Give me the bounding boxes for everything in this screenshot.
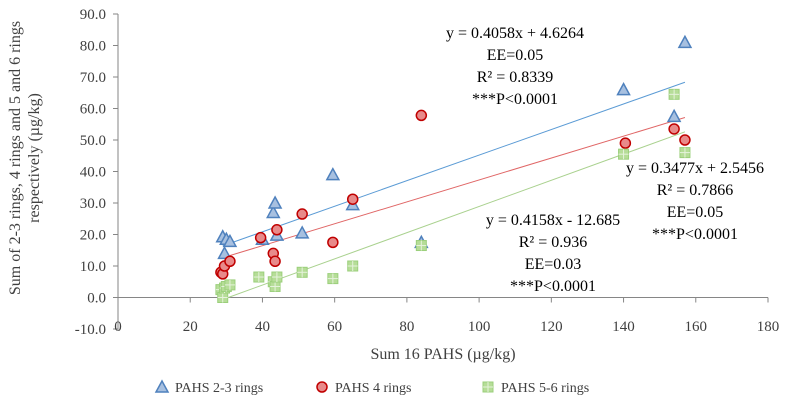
regression-annotation: ***P<0.0001 xyxy=(472,91,558,108)
data-point-square xyxy=(253,271,265,283)
legend-marker-circle xyxy=(316,381,328,393)
regression-annotation: R² = 0.8339 xyxy=(477,69,554,86)
y-tick-label: -10.0 xyxy=(75,322,106,338)
data-point-circle xyxy=(269,255,281,268)
data-point-triangle xyxy=(266,204,281,219)
regression-annotation: EE=0.05 xyxy=(487,47,544,64)
legend-label: PAHS 2-3 rings xyxy=(175,381,263,396)
y-tick-label: 60.0 xyxy=(80,102,106,118)
data-point-circle xyxy=(296,208,308,220)
legend-label: PAHS 4 rings xyxy=(335,381,412,396)
y-axis-label-line-2: respectively (µg/kg) xyxy=(26,93,43,223)
data-point-triangle xyxy=(294,225,310,239)
regression-annotation: ***P<0.0001 xyxy=(510,278,596,295)
data-point-square xyxy=(347,260,359,272)
legend: PAHS 2-3 rings PAHS 4 rings PAHS 5-6 rings xyxy=(154,379,589,396)
y-axis-label-line-1: Sum of 2-3 rings, 4 rings and 5 and 6 ri… xyxy=(7,21,24,295)
data-point-triangle xyxy=(222,233,238,248)
data-point-square xyxy=(668,88,680,100)
data-point-circle xyxy=(415,109,428,122)
regression-annotation: y = 0.4158x - 12.685 xyxy=(486,212,620,229)
x-tick-label: 100 xyxy=(468,319,491,335)
data-point-circle xyxy=(679,134,691,146)
data-points xyxy=(215,34,693,303)
y-tick-label: 30.0 xyxy=(80,196,106,212)
data-point-circle xyxy=(254,231,267,244)
y-tick-label: 10.0 xyxy=(80,259,106,275)
data-point-circle xyxy=(619,137,632,149)
y-tick-label: 0.0 xyxy=(87,291,106,307)
legend-marker-triangle xyxy=(154,379,170,393)
data-point-triangle xyxy=(666,108,682,123)
data-point-square xyxy=(327,273,339,285)
x-tick-label: 120 xyxy=(540,319,563,335)
legend-label: PAHS 5-6 rings xyxy=(501,381,589,396)
data-point-square xyxy=(269,280,281,292)
data-point-circle xyxy=(271,224,283,236)
data-point-square xyxy=(618,148,630,160)
data-point-square xyxy=(217,292,229,303)
regression-annotation: ***P<0.0001 xyxy=(652,226,738,243)
y-tick-label: 90.0 xyxy=(80,7,106,23)
data-point-triangle xyxy=(267,195,283,209)
data-point-circle xyxy=(327,236,339,249)
data-point-triangle xyxy=(677,34,693,49)
x-axis-label: Sum 16 PAHS (µg/kg) xyxy=(370,346,515,363)
regression-annotation: y = 0.4058x + 4.6264 xyxy=(446,25,584,42)
trendline-circle xyxy=(222,117,686,259)
x-tick-label: 80 xyxy=(399,319,414,335)
y-axis-label: Sum of 2-3 rings, 4 rings and 5 and 6 ri… xyxy=(7,21,43,295)
data-point-square xyxy=(415,240,427,252)
regression-lines xyxy=(222,81,686,300)
data-point-triangle xyxy=(616,82,631,96)
data-point-square xyxy=(296,266,308,278)
y-tick-label: 80.0 xyxy=(80,39,106,55)
x-tick-label: 160 xyxy=(685,319,708,335)
y-tick-label: 50.0 xyxy=(80,133,106,149)
annotations: y = 0.4058x + 4.6264 EE=0.05 R² = 0.8339 **… xyxy=(446,25,764,295)
regression-annotation: R² = 0.936 xyxy=(519,234,588,251)
x-tick-label: 180 xyxy=(757,319,780,335)
data-point-triangle xyxy=(217,245,232,260)
x-tick-label: 140 xyxy=(612,319,635,335)
data-point-circle xyxy=(668,123,680,135)
data-point-triangle xyxy=(325,167,341,181)
regression-annotation: EE=0.03 xyxy=(525,256,582,273)
x-tick-label: 40 xyxy=(255,319,270,335)
axes: -10.0 0.0 10.0 20.0 30.0 40.0 50.0 60.0 70.0 80.0… xyxy=(75,7,780,338)
x-tick-label: 60 xyxy=(327,319,342,335)
y-tick-label: 20.0 xyxy=(80,228,106,244)
y-tick-label: 40.0 xyxy=(80,165,106,181)
data-point-square xyxy=(679,147,691,159)
regression-annotation: EE=0.05 xyxy=(667,204,724,221)
x-tick-label: 0 xyxy=(114,319,122,335)
legend-marker-square xyxy=(482,381,494,393)
data-point-circle xyxy=(224,255,236,268)
y-tick-label: 70.0 xyxy=(80,70,106,86)
regression-annotation: R² = 0.7866 xyxy=(657,182,734,199)
data-point-square xyxy=(224,279,236,291)
data-point-square xyxy=(271,271,283,283)
x-tick-label: 20 xyxy=(183,319,198,335)
regression-annotation: y = 0.3477x + 2.5456 xyxy=(626,160,764,177)
data-point-circle xyxy=(346,193,359,205)
